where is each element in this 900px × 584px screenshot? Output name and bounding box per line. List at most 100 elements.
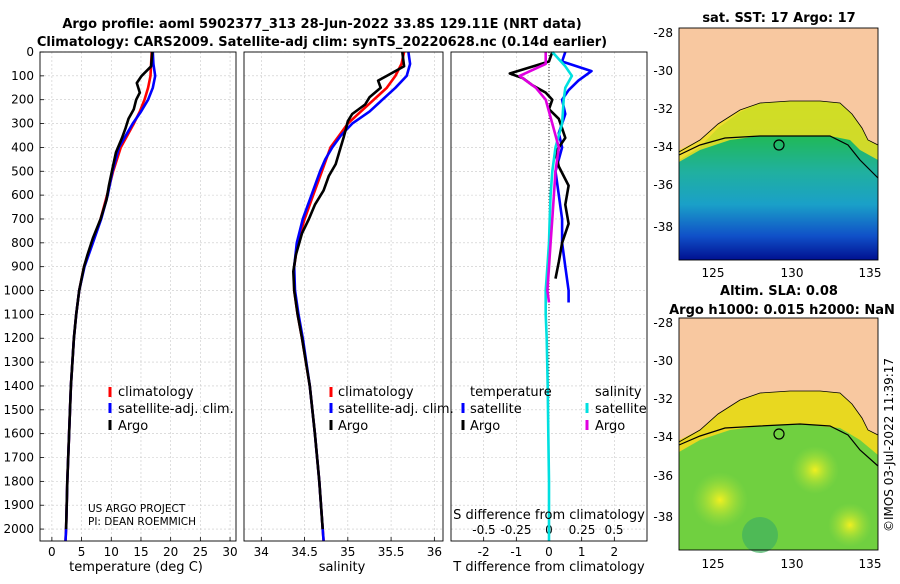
sst-map-ocean <box>679 101 878 260</box>
series-line-s-argo <box>518 52 561 303</box>
salinity-frame <box>243 51 444 542</box>
x-tick-label: 0 <box>48 545 56 559</box>
s-diff-tick-label: 0.5 <box>604 523 623 537</box>
difference-legend: temperature salinity satellite Argo sate… <box>461 385 647 434</box>
sla-ytick: -34 <box>653 430 673 444</box>
y-tick-label: 1100 <box>3 307 34 321</box>
temperature-panel: 0100200300400500600700800900100011001200… <box>3 45 237 575</box>
sst-ytick: -30 <box>653 64 673 78</box>
sla-ytick: -38 <box>653 510 673 524</box>
difference-top-axis: -0.5 -0.25 0 0.25 0.5 <box>472 523 623 537</box>
title-line-1: Argo profile: aoml 5902377_313 28-Jun-20… <box>62 17 581 32</box>
y-tick-label: 900 <box>11 260 34 274</box>
x-tick-label: 36 <box>427 545 442 559</box>
sla-map-title-1: Altim. SLA: 0.08 <box>720 284 838 299</box>
series-line-argo <box>291 51 406 530</box>
sla-ytick: -30 <box>653 354 673 368</box>
legend-group-temperature: temperature <box>470 385 552 400</box>
legend-label-satellite: satellite-adj. clim. <box>118 402 234 417</box>
series-line-t-satellite <box>554 51 593 303</box>
y-tick-label: 2000 <box>3 522 34 536</box>
y-tick-label: 1900 <box>3 498 34 512</box>
series-line-satellite-adj-clim- <box>292 51 412 542</box>
sst-xtick: 135 <box>859 266 882 280</box>
y-tick-label: 1700 <box>3 451 34 465</box>
project-annotation: US ARGO PROJECT <box>88 503 186 515</box>
salinity-x-label: salinity <box>319 560 366 575</box>
y-tick-label: 1000 <box>3 284 34 298</box>
sst-xtick: 125 <box>702 266 725 280</box>
sla-blob <box>791 446 839 494</box>
x-tick-label: 15 <box>133 545 148 559</box>
sla-map-frame <box>678 317 879 551</box>
difference-frame <box>450 51 648 542</box>
y-tick-label: 0 <box>26 45 34 59</box>
y-tick-label: 1800 <box>3 474 34 488</box>
x-tick-label: 35 <box>340 545 355 559</box>
sst-ytick: -32 <box>653 102 673 116</box>
salinity-legend: climatology satellite-adj. clim. Argo <box>329 385 454 434</box>
x-tick-label: 25 <box>193 545 208 559</box>
y-tick-label: 1400 <box>3 379 34 393</box>
sst-ytick: -36 <box>653 178 673 192</box>
legend-label-s-satellite: satellite <box>595 402 647 417</box>
s-diff-tick-label: 0.25 <box>569 523 596 537</box>
y-tick-label: 1300 <box>3 355 34 369</box>
x-tick-label: 10 <box>104 545 119 559</box>
x-tick-label: 1 <box>578 545 586 559</box>
legend-label-t-satellite: satellite <box>470 402 522 417</box>
y-tick-label: 200 <box>11 93 34 107</box>
legend-label-climatology: climatology <box>338 385 414 400</box>
y-tick-label: 100 <box>11 69 34 83</box>
sla-ytick: -28 <box>653 316 673 330</box>
x-tick-label: 20 <box>163 545 178 559</box>
x-tick-label: 35.5 <box>378 545 405 559</box>
legend-label-satellite: satellite-adj. clim. <box>338 402 454 417</box>
difference-panel: -2 -1 0 1 2 -0.5 -0.25 0 0.25 0.5 T difference f… <box>450 51 648 575</box>
series-line-s-satellite <box>544 51 574 541</box>
salinity-grid <box>244 51 443 541</box>
x-tick-label: 30 <box>222 545 237 559</box>
sst-map: sat. SST: 17 Argo: 17 -28 -30 -32 -34 -3… <box>653 11 881 280</box>
x-tick-label: 0 <box>545 545 553 559</box>
series-line-t-argo <box>508 51 570 279</box>
sst-map-coastline <box>678 100 879 153</box>
sla-map-yticks: -28 -30 -32 -34 -36 -38 <box>653 316 673 524</box>
y-tick-label: 1200 <box>3 331 34 345</box>
legend-label-argo: Argo <box>118 419 148 434</box>
pi-annotation: PI: DEAN ROEMMICH <box>88 516 196 528</box>
legend-label-t-argo: Argo <box>470 419 500 434</box>
legend-label-s-argo: Argo <box>595 419 625 434</box>
x-tick-label: -1 <box>510 545 522 559</box>
sla-yellow-band <box>679 391 878 455</box>
y-tick-label: 800 <box>11 236 34 250</box>
sla-blob <box>742 517 778 553</box>
y-tick-label: 400 <box>11 140 34 154</box>
legend-group-salinity: salinity <box>595 385 642 400</box>
y-tick-label: 300 <box>11 117 34 131</box>
x-tick-label: 34.5 <box>291 545 318 559</box>
salinity-panel: 34 34.5 35 35.5 36 salinity climatology sate… <box>243 51 454 575</box>
sla-xtick: 130 <box>781 557 804 571</box>
y-tick-label: 1600 <box>3 427 34 441</box>
sst-map-frame <box>678 27 879 261</box>
depth-axis: 0 100 200 300 400 500 600 700 800 900 1000 1100 1200… <box>3 45 44 536</box>
sla-xtick: 125 <box>702 557 725 571</box>
x-tick-label: -2 <box>478 545 490 559</box>
sla-map-xticks: 125 130 135 <box>702 557 882 571</box>
sst-map-title: sat. SST: 17 Argo: 17 <box>702 11 855 26</box>
sst-map-xticks: 125 130 135 <box>702 266 882 280</box>
s-diff-tick-label: -0.25 <box>500 523 531 537</box>
sla-map-title-2: Argo h1000: 0.015 h2000: NaN <box>669 303 895 318</box>
sst-xtick: 130 <box>781 266 804 280</box>
sla-ytick: -36 <box>653 469 673 483</box>
title-line-2: Climatology: CARS2009. Satellite-adj cli… <box>37 35 607 50</box>
sst-map-yticks: -28 -30 -32 -34 -36 -38 <box>653 26 673 234</box>
salinity-x-axis: 34 34.5 35 35.5 36 <box>254 537 442 559</box>
x-tick-label: 34 <box>254 545 269 559</box>
sst-ytick: -38 <box>653 220 673 234</box>
y-tick-label: 500 <box>11 164 34 178</box>
legend-label-climatology: climatology <box>118 385 194 400</box>
s-diff-tick-label: -0.5 <box>472 523 495 537</box>
